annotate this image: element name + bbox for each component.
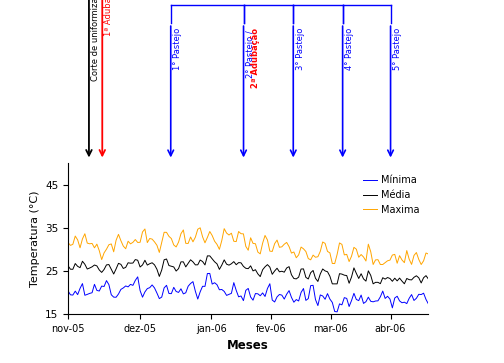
- Média: [296, 275, 302, 279]
- Média: [65, 264, 71, 268]
- Mínima: [286, 289, 292, 293]
- Maxima: [243, 244, 249, 249]
- Maxima: [423, 251, 429, 255]
- Text: 1ª Adubação: 1ª Adubação: [104, 0, 113, 36]
- Média: [204, 254, 210, 258]
- Mínima: [243, 288, 249, 293]
- Média: [423, 273, 429, 278]
- Text: Corte de uniformização: Corte de uniformização: [91, 0, 100, 81]
- Mínima: [296, 299, 302, 303]
- Line: Média: Média: [68, 256, 428, 284]
- Line: Maxima: Maxima: [68, 228, 428, 265]
- Média: [243, 266, 249, 270]
- Maxima: [320, 240, 326, 244]
- Text: 5° Pastejo: 5° Pastejo: [393, 28, 402, 70]
- Maxima: [197, 226, 203, 230]
- Mínima: [320, 294, 326, 298]
- Maxima: [425, 252, 431, 256]
- Text: 3° Pastejo: 3° Pastejo: [296, 28, 305, 70]
- Text: 1° Pastejo: 1° Pastejo: [173, 28, 182, 70]
- Text: 2ª Adubação: 2ª Adubação: [251, 28, 261, 88]
- Text: 2° Pastejo /: 2° Pastejo /: [246, 28, 255, 78]
- Mínima: [65, 289, 71, 293]
- Mínima: [425, 302, 431, 306]
- Média: [193, 263, 199, 267]
- Mínima: [334, 310, 340, 314]
- Line: Mínima: Mínima: [68, 273, 428, 312]
- Média: [286, 265, 292, 269]
- Média: [329, 282, 335, 286]
- Mínima: [193, 289, 199, 293]
- Média: [320, 267, 326, 271]
- X-axis label: Meses: Meses: [227, 339, 269, 352]
- Maxima: [65, 240, 71, 245]
- Maxima: [193, 235, 199, 239]
- Legend: Mínima, Média, Maxima: Mínima, Média, Maxima: [359, 171, 423, 219]
- Maxima: [296, 253, 302, 257]
- Maxima: [286, 244, 292, 249]
- Maxima: [370, 262, 376, 267]
- Mínima: [207, 271, 213, 276]
- Média: [425, 277, 431, 281]
- Text: 4° Pastejo: 4° Pastejo: [345, 28, 354, 70]
- Mínima: [423, 297, 429, 302]
- Y-axis label: Temperatura (°C): Temperatura (°C): [30, 191, 39, 287]
